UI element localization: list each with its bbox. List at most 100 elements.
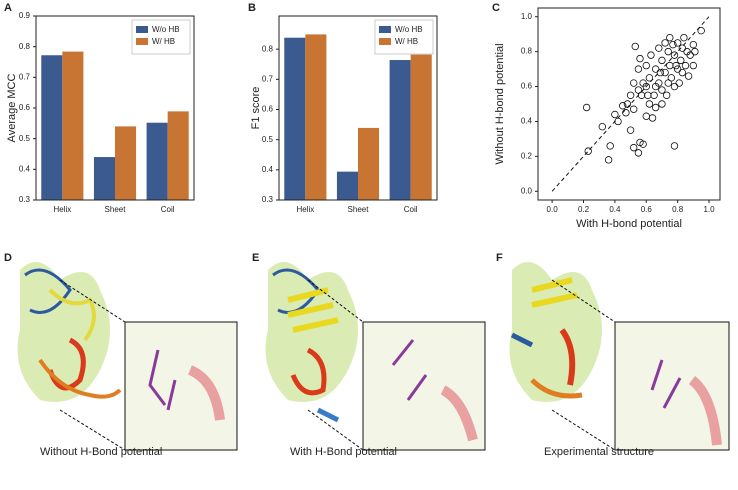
- point: [697, 26, 705, 35]
- point: [639, 79, 647, 87]
- point: [651, 103, 660, 112]
- hbond: [650, 359, 682, 409]
- legend-swatch: [136, 26, 148, 33]
- point: [651, 82, 660, 91]
- inset-line: [551, 409, 616, 451]
- y-tick-label: 0.5: [19, 134, 31, 143]
- point: [631, 42, 639, 51]
- point: [664, 47, 672, 56]
- inset-line: [59, 409, 126, 451]
- point: [642, 61, 650, 70]
- point: [644, 91, 652, 99]
- y-tick-label: 0.5: [262, 135, 274, 144]
- protein-ribbon: [510, 332, 534, 348]
- protein-ribbon: [530, 378, 583, 399]
- legend-swatch: [379, 38, 391, 45]
- legend-swatch: [136, 38, 148, 45]
- y-tick-label: 0.2: [521, 151, 533, 160]
- panel-f: F Experimental structure: [496, 252, 730, 458]
- panel-e: E With H-Bond potential: [252, 252, 486, 458]
- point: [584, 147, 592, 155]
- bar: [336, 171, 358, 200]
- y-axis-label: Without H-bond potential: [494, 43, 506, 164]
- bar: [115, 126, 137, 200]
- inset-line: [59, 279, 126, 323]
- point: [666, 61, 674, 70]
- point: [672, 61, 680, 70]
- inset: [124, 321, 238, 451]
- legend-label: W/ HB: [395, 37, 418, 46]
- caption: With H-Bond potential: [290, 446, 397, 458]
- hbond: [148, 349, 177, 411]
- x-tick-label: 0.4: [609, 205, 621, 214]
- y-tick-label: 0.4: [19, 164, 31, 173]
- point: [678, 44, 687, 52]
- point: [689, 61, 698, 70]
- point: [664, 79, 672, 87]
- protein-panels: D Without H-Bond potential E With H-Bond…: [4, 252, 730, 458]
- point: [630, 79, 638, 87]
- point: [684, 72, 693, 80]
- point: [614, 117, 622, 126]
- point: [630, 143, 638, 152]
- point: [675, 79, 683, 87]
- bar: [410, 54, 432, 201]
- point: [619, 102, 627, 110]
- y-tick-label: 0.4: [521, 117, 533, 126]
- protein-ribbon: [531, 277, 578, 308]
- point: [689, 40, 698, 49]
- y-tick-label: 0.6: [262, 105, 274, 114]
- legend-swatch: [379, 26, 391, 33]
- point: [642, 112, 650, 120]
- bar: [358, 127, 380, 200]
- x-axis-label: With H-bond potential: [576, 218, 682, 230]
- panel-label: D: [4, 252, 12, 264]
- panel-label: A: [4, 2, 12, 14]
- point: [661, 68, 669, 77]
- point: [634, 65, 643, 73]
- legend-box: [131, 19, 191, 55]
- point: [630, 105, 638, 113]
- y-tick-label: 0.3: [19, 195, 31, 204]
- protein-ribbon: [290, 347, 327, 396]
- x-tick-label: 1.0: [703, 205, 715, 214]
- point: [673, 65, 682, 73]
- x-tick-label: 0.6: [641, 205, 653, 214]
- point: [604, 156, 613, 164]
- helix: [440, 385, 478, 442]
- protein-ribbon: [24, 268, 72, 314]
- legend-label: W/o HB: [152, 25, 180, 34]
- x-tick-label: Helix: [53, 205, 71, 214]
- point: [661, 39, 669, 47]
- hbond: [391, 339, 428, 401]
- x-tick-label: Helix: [296, 205, 314, 214]
- point: [626, 126, 635, 134]
- y-tick-label: 0.8: [262, 44, 274, 53]
- inset-line: [551, 279, 616, 323]
- point: [658, 86, 666, 94]
- y-axis-label: F1 score: [250, 87, 262, 130]
- point: [658, 100, 666, 108]
- axes-frame: [278, 15, 438, 201]
- bar: [167, 111, 189, 200]
- point: [623, 100, 632, 108]
- point: [634, 86, 643, 94]
- protein-ribbon: [47, 337, 86, 391]
- panel-label: C: [492, 2, 500, 14]
- point: [606, 142, 614, 150]
- legend-label: W/ HB: [152, 37, 175, 46]
- helix: [688, 376, 722, 446]
- point: [677, 56, 685, 65]
- point: [686, 51, 694, 59]
- point: [678, 68, 687, 77]
- protein-ribbon: [316, 407, 340, 423]
- point: [673, 39, 682, 47]
- point: [655, 44, 663, 52]
- panel-d: D Without H-Bond potential: [4, 252, 238, 458]
- caption: Without H-Bond potential: [40, 446, 162, 458]
- y-tick-label: 0.6: [19, 103, 31, 112]
- point: [670, 142, 679, 150]
- point: [598, 122, 607, 131]
- helix: [187, 365, 225, 421]
- legend-label: W/o HB: [395, 25, 423, 34]
